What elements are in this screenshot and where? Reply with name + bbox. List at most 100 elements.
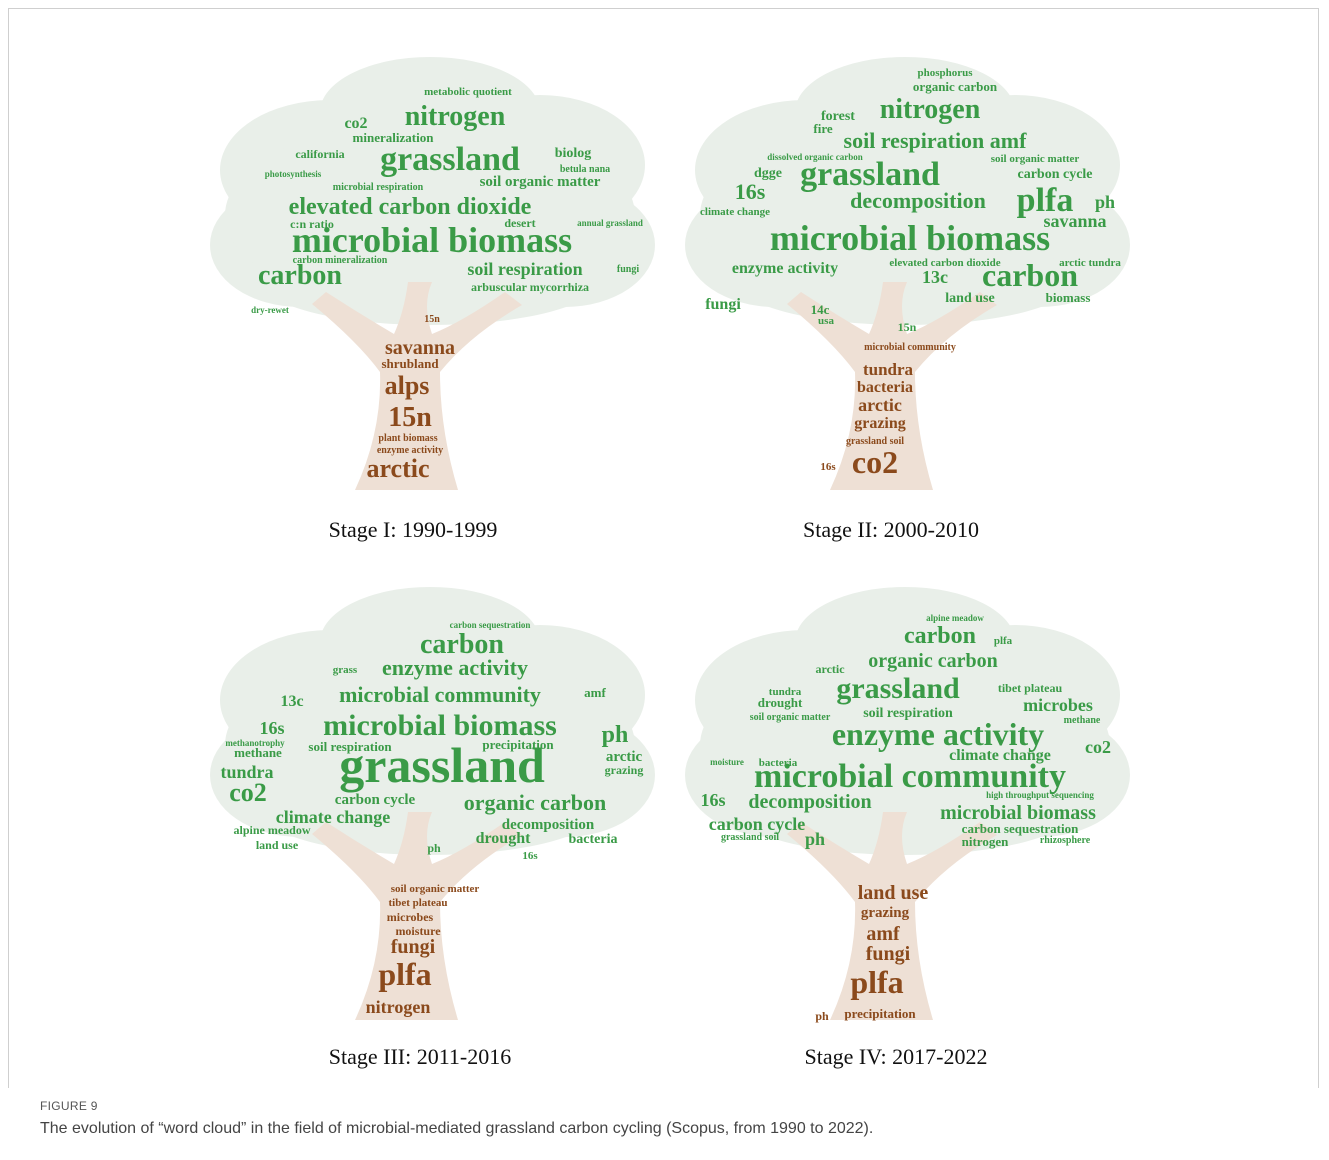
canopy-word: biolog (555, 146, 592, 161)
canopy-word: photosynthesis (265, 169, 322, 179)
canopy-word: forest (821, 109, 855, 124)
canopy-word: grassland (339, 737, 545, 793)
canopy-word: dissolved organic carbon (767, 152, 863, 162)
canopy-word: alpine meadow (926, 613, 984, 623)
canopy-word: nitrogen (880, 94, 981, 125)
canopy-word: soil respiration (308, 739, 392, 754)
canopy-word: usa (818, 315, 834, 327)
canopy-word: carbon cycle (1017, 167, 1092, 182)
canopy-word: decomposition (850, 188, 986, 213)
trunk-shape (312, 812, 522, 1020)
canopy-word: microbial community (754, 758, 1066, 795)
canopy-word: plfa (1017, 182, 1074, 219)
figure-frame (8, 8, 1319, 1088)
canopy-word: tundra (769, 686, 802, 698)
canopy-word: soil respiration (467, 259, 582, 279)
canopy-word: climate change (276, 807, 390, 827)
canopy-word: c:n ratio (290, 217, 334, 231)
canopy-word: carbon cycle (709, 814, 805, 834)
canopy-word: methanotrophy (225, 738, 285, 748)
trunk-word: tundra (863, 360, 914, 379)
canopy-word: mineralization (353, 130, 435, 145)
canopy-word: moisture (710, 757, 744, 767)
canopy-word: 13c (280, 693, 303, 710)
canopy-word: arbuscular mycorrhiza (471, 280, 589, 294)
canopy-word: microbial community (339, 682, 541, 707)
canopy-word: grassland soil (721, 832, 779, 843)
canopy-word: carbon (904, 623, 976, 649)
trunk-word: plfa (378, 956, 431, 992)
canopy-word: co2 (1085, 737, 1111, 757)
canopy-word: california (295, 147, 344, 161)
canopy-word: soil organic matter (750, 712, 831, 723)
stage-title: Stage II: 2000-2010 (803, 517, 979, 542)
canopy-word: methane (1064, 715, 1101, 726)
canopy-word: fungi (705, 296, 741, 313)
canopy-word: tibet plateau (998, 681, 1063, 695)
canopy-word: biomass (1046, 290, 1091, 305)
canopy-word: arctic (815, 662, 845, 676)
trunk-word: plfa (850, 964, 903, 1000)
canopy-word: carbon cycle (335, 792, 416, 808)
figure-caption: The evolution of “word cloud” in the fie… (40, 1120, 874, 1137)
canopy-word: grassland (836, 672, 960, 705)
canopy-word: decomposition (502, 817, 595, 833)
canopy-word: high throughput sequencing (986, 790, 1094, 800)
canopy-word: enzyme activity (832, 716, 1044, 752)
canopy-word: carbon (982, 257, 1078, 293)
tree-panel (685, 587, 1130, 1020)
canopy-word: grassland (800, 156, 940, 193)
canopy-word: bacteria (569, 832, 618, 847)
canopy-word: 13c (922, 267, 948, 287)
canopy-word: grazing (605, 763, 644, 777)
canopy-word: fungi (617, 264, 639, 275)
trunk-word: 15n (388, 402, 432, 433)
trunk-word: grazing (854, 415, 906, 432)
stage-title: Stage I: 1990-1999 (329, 517, 498, 542)
trunk-word: microbial community (864, 342, 956, 353)
trunk-word: arctic (858, 395, 902, 415)
canopy-word: microbial biomass (323, 709, 557, 742)
canopy-word: ph (805, 829, 825, 849)
trunk-word: microbes (387, 910, 434, 924)
canopy-word: microbial biomass (940, 802, 1096, 824)
trunk-word: alps (385, 371, 430, 400)
canopy-word: soil respiration amf (844, 128, 1028, 153)
canopy-word: ph (1095, 192, 1115, 212)
canopy-word: carbon sequestration (450, 620, 531, 630)
canopy-word: carbon (258, 260, 342, 291)
trunk-shape (787, 282, 997, 490)
trunk-word: arctic (366, 454, 429, 483)
canopy-word: metabolic quotient (424, 86, 512, 98)
trunk-word: shrubland (381, 356, 439, 371)
canopy-word: nitrogen (962, 834, 1009, 849)
canopy-word: ph (427, 841, 441, 855)
canopy-word: phosphorus (917, 67, 973, 79)
canopy-word: 16s (259, 718, 284, 738)
canopy-word: dry-rewet (251, 305, 289, 315)
trunk-word: co2 (852, 444, 898, 480)
canopy-word: soil organic matter (991, 153, 1080, 165)
trunk-word: soil organic matter (391, 883, 480, 895)
canopy-word: grass (333, 664, 358, 676)
trunk-word: nitrogen (366, 997, 431, 1017)
canopy-word: ph (602, 722, 629, 748)
canopy-word: organic carbon (913, 79, 998, 94)
canopy-word: 16s (522, 850, 538, 862)
trunk-word: grassland soil (846, 436, 904, 447)
canopy-word: 16s (700, 790, 725, 810)
canopy-word: rhizosphere (1040, 835, 1091, 846)
canopy-word: enzyme activity (732, 260, 838, 277)
canopy-word: carbon (420, 629, 504, 660)
trunk-shape (787, 812, 997, 1020)
stage-title: Stage IV: 2017-2022 (805, 1044, 988, 1069)
canopy-word: microbial respiration (333, 182, 424, 193)
tree-panel (210, 57, 655, 490)
canopy-word: decomposition (748, 791, 871, 813)
canopy-word: methane (234, 745, 282, 760)
canopy-word: grassland (380, 141, 520, 178)
word-cloud-figure: metabolic quotient co2 nitrogen mineralizat… (210, 57, 1130, 1069)
canopy-word: dgge (754, 166, 782, 181)
canopy-word: land use (256, 838, 299, 852)
